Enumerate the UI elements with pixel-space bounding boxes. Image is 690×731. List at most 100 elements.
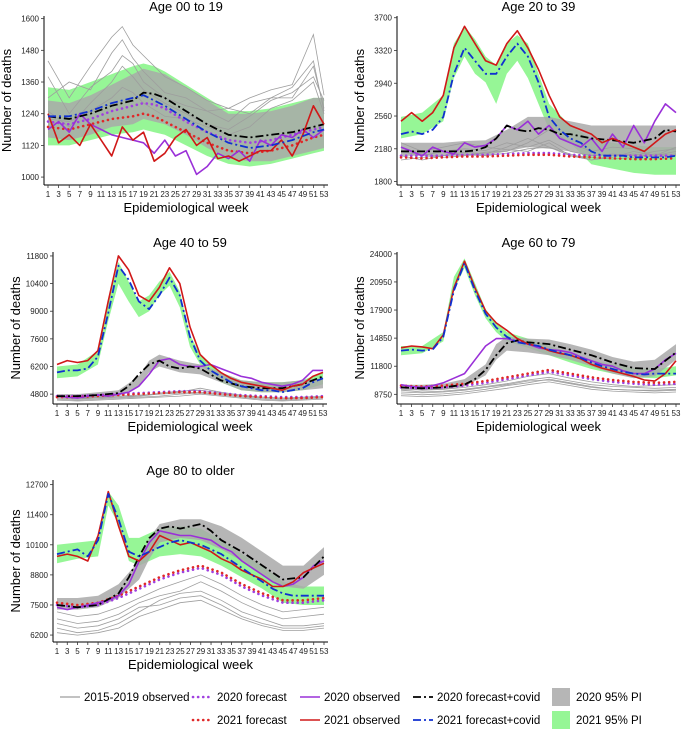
x-tick-label: 41 [256,190,265,199]
observed-2021-line [400,25,677,153]
x-tick-label: 29 [196,409,205,418]
plot-area [399,258,678,398]
pi-2021-ribbon [57,491,324,605]
x-tick-label: 45 [278,647,287,656]
x-tick-label: 29 [545,409,554,418]
x-tick-label: 51 [309,190,318,199]
panel-5: Age 80 to older6200750088001010011400127… [8,463,329,672]
y-tick-label: 11800 [370,362,392,371]
x-axis-title: Epidemiological week [128,657,254,672]
observed-2021-line [56,255,324,392]
x-tick-label: 29 [192,190,201,199]
x-tick-label: 31 [555,190,564,199]
x-tick-label: 51 [309,647,318,656]
x-tick-label: 19 [492,190,501,199]
x-tick-label: 9 [441,409,446,418]
x-tick-label: 37 [237,647,246,656]
legend-item-fc-covid-2021: 2021 forecast+covid [413,715,540,727]
x-tick-label: 5 [420,190,425,199]
fc-covid-2020-line [401,124,677,153]
x-tick-label: 47 [288,190,297,199]
x-tick-label: 33 [566,190,575,199]
x-tick-label: 33 [213,190,222,199]
y-axis-title: Number of deaths [0,48,14,152]
plot-area [55,255,325,402]
x-tick-label: 27 [534,190,543,199]
historical-line-3 [47,65,325,130]
x-tick-label: 1 [55,409,60,418]
x-tick-label: 9 [441,190,446,199]
y-tick-label: 7600 [30,335,48,344]
y-tick-label: 3320 [374,46,392,55]
x-tick-label: 5 [67,190,72,199]
fc-covid-2021-line [56,264,324,394]
x-tick-label: 35 [226,409,235,418]
x-tick-label: 31 [555,409,564,418]
x-tick-label: 39 [598,190,607,199]
x-axis-title: Epidemiological week [123,200,249,215]
x-tick-label: 53 [319,409,328,418]
x-tick-label: 43 [266,190,275,199]
y-tick-label: 6200 [30,631,48,640]
y-tick-label: 1800 [374,178,392,187]
y-tick-label: 10400 [26,280,49,289]
x-tick-label: 35 [576,409,585,418]
y-tick-label: 17900 [370,306,393,315]
x-tick-label: 43 [619,409,628,418]
fc-covid-2021-line [400,262,676,376]
historical-line-4 [400,381,677,398]
pi-2021-ribbon [401,26,676,175]
legend-item-pi-2020: 2020 95% PI [552,688,642,706]
fc-covid-2021-line [56,492,324,597]
x-tick-label: 33 [216,409,225,418]
x-tick-label: 19 [145,409,154,418]
x-tick-label: 5 [420,409,425,418]
y-tick-label: 1240 [21,110,39,119]
legend-label: 2021 95% PI [576,715,642,727]
x-tick-label: 53 [320,190,329,199]
x-tick-label: 35 [224,190,233,199]
x-tick-label: 37 [587,409,596,418]
x-tick-label: 23 [513,409,522,418]
x-tick-label: 3 [56,190,61,199]
x-tick-label: 49 [298,409,307,418]
y-tick-label: 24000 [370,250,393,259]
x-tick-label: 7 [86,647,91,656]
y-axis-title: Number of deaths [352,276,367,380]
historical-line-1 [400,376,677,393]
x-tick-label: 21 [150,190,159,199]
x-tick-label: 49 [298,190,307,199]
x-tick-label: 15 [124,647,133,656]
x-tick-label: 19 [492,409,501,418]
historical-line-5 [47,81,325,136]
x-tick-label: 1 [46,190,51,199]
y-axis-title: Number of deaths [8,276,23,380]
forecast-2021-line [55,390,325,400]
x-tick-label: 47 [640,409,649,418]
x-tick-label: 49 [650,190,659,199]
legend-label: 2021 forecast+covid [437,715,540,727]
panel-title: Age 40 to 59 [153,235,227,250]
x-axis-title: Epidemiological week [127,419,253,434]
plot-area [46,25,326,176]
x-tick-label: 29 [196,647,205,656]
x-tick-label: 33 [217,647,226,656]
historical-line-4 [56,595,325,629]
x-tick-label: 23 [513,190,522,199]
x-tick-label: 21 [502,190,511,199]
x-tick-label: 41 [608,409,617,418]
observed-2020-line [400,103,677,157]
x-tick-label: 5 [75,647,80,656]
x-tick-label: 27 [186,409,195,418]
y-axis-title: Number of deaths [8,509,23,613]
x-tick-label: 45 [629,409,638,418]
x-tick-label: 45 [277,190,286,199]
x-tick-label: 47 [289,647,298,656]
x-tick-label: 13 [114,409,123,418]
x-tick-label: 25 [175,409,184,418]
x-tick-label: 11 [104,647,113,656]
fc-covid-2020-line [47,91,325,139]
x-tick-label: 13 [460,409,469,418]
x-tick-label: 41 [257,409,266,418]
x-tick-label: 17 [128,190,137,199]
